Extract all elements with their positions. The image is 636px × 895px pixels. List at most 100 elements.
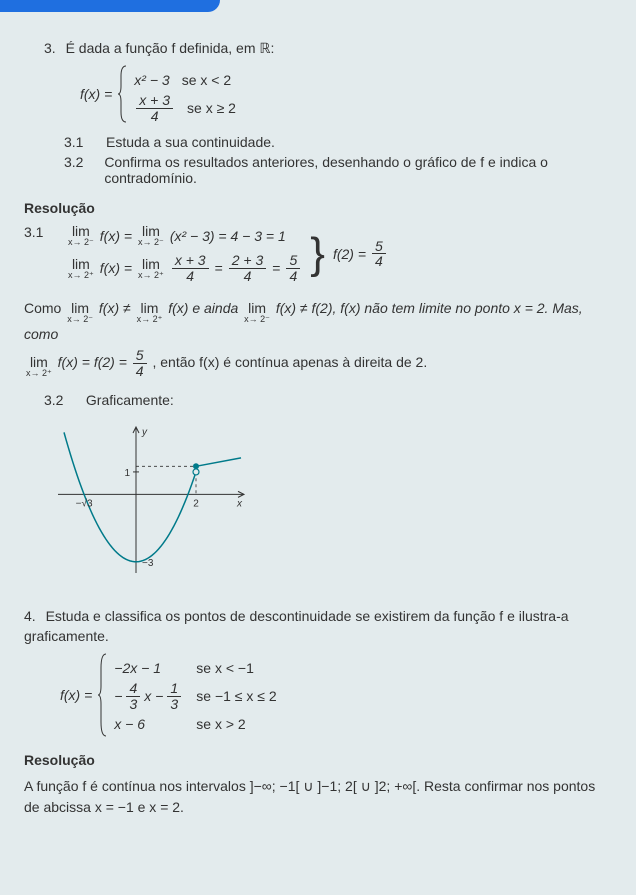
- piece-2-num: x + 3: [136, 93, 173, 109]
- c1-lim-r: lim x→ 2⁺: [137, 301, 163, 324]
- lim-2b-top: lim: [142, 257, 160, 271]
- lim-2b: lim x→ 2⁺: [138, 257, 164, 280]
- left-brace-icon: [118, 64, 128, 124]
- res-3-1-lines: lim x→ 2⁻ f(x) = lim x→ 2⁻ (x² − 3) = 4 …: [66, 224, 388, 283]
- piece-1: x² − 3 se x < 2: [134, 66, 277, 94]
- chart-svg: yx1−32−√3: [44, 417, 254, 587]
- c1-lim-r2-sub: x→ 2⁻: [244, 315, 270, 324]
- res-3-1: 3.1 lim x→ 2⁻ f(x) = lim x→ 2⁻: [24, 224, 612, 283]
- p42fan: 4: [126, 681, 140, 697]
- sub-3-1-num: 3.1: [64, 134, 92, 150]
- p42fad: 3: [126, 697, 140, 712]
- c1-fx1: f(x) ≠: [99, 300, 135, 316]
- piece-2-den: 4: [148, 109, 162, 124]
- exercise-3: 3. É dada a função f definida, em ℝ: f(x…: [24, 38, 612, 186]
- c2-fn: 5: [133, 348, 147, 364]
- sub-3-2-text: Confirma os resultados anteriores, desen…: [104, 154, 612, 186]
- fx4-lhs: f(x) =: [60, 687, 92, 703]
- exercise-3-subs: 3.1 Estuda a sua continuidade. 3.2 Confi…: [44, 134, 612, 186]
- exercise-4-number: 4.: [24, 606, 36, 626]
- c2-c: , então f(x) é contínua apenas à direita…: [152, 354, 427, 370]
- rhs-frac: 5 4: [372, 239, 386, 269]
- lim-2-f2d: 4: [241, 269, 255, 284]
- resolution-heading-2: Resolução: [24, 752, 612, 768]
- c2-frac: 5 4: [133, 348, 147, 378]
- exercise-3-def: f(x) = x² − 3 se x < 2 x + 3 4: [60, 64, 612, 124]
- page: 3. É dada a função f definida, em ℝ: f(x…: [0, 0, 636, 895]
- piecewise4-rows: −2x − 1 se x < −1 − 4 3 x −: [114, 652, 286, 738]
- lim-2-f1d: 4: [183, 269, 197, 284]
- lim-1b-top: lim: [142, 224, 160, 238]
- left-brace4-icon: [98, 652, 108, 738]
- piece-2-cond: se x ≥ 2: [187, 100, 277, 116]
- conclusion-1: Como lim x→ 2⁻ f(x) ≠ lim x→ 2⁺ f(x) e a…: [24, 298, 612, 344]
- content: 3. É dada a função f definida, em ℝ: f(x…: [24, 20, 612, 817]
- exercise-3-number: 3.: [44, 38, 56, 58]
- exercise-4-def: f(x) = −2x − 1 se x < −1 −: [40, 652, 612, 738]
- right-brace-icon: }: [310, 232, 325, 276]
- conclusion-2: lim x→ 2⁺ f(x) = f(2) = 5 4 , então f(x)…: [24, 348, 612, 378]
- lim-2-f1n: x + 3: [172, 253, 209, 269]
- piece4-1-cond: se x < −1: [196, 660, 286, 676]
- lim-1b: lim x→ 2⁻: [138, 224, 164, 247]
- lim-2-f3n: 5: [286, 253, 300, 269]
- sub-3-1-text: Estuda a sua continuidade.: [106, 134, 275, 150]
- res-3-2-label: 3.2: [44, 390, 72, 410]
- lim-1-top: lim: [72, 224, 90, 238]
- res-3-2-text: Graficamente:: [86, 392, 174, 408]
- c2-lim-sub: x→ 2⁺: [26, 369, 52, 378]
- sub-3-2: 3.2 Confirma os resultados anteriores, d…: [64, 154, 612, 186]
- res-3-1-line2: lim x→ 2⁺ f(x) = lim x→ 2⁺ x + 3 4: [66, 253, 302, 283]
- exercise-3-intro: 3. É dada a função f definida, em ℝ:: [44, 38, 612, 58]
- piece4-2-mid: x −: [144, 688, 163, 704]
- lim-2-eq2: =: [272, 260, 280, 276]
- lim-1b-sub: x→ 2⁻: [138, 238, 164, 247]
- piece4-2-fa: 4 3: [126, 681, 140, 711]
- piece-1-expr: x² − 3: [134, 72, 169, 88]
- exercise-4: 4. Estuda e classifica os pontos de desc…: [24, 606, 612, 739]
- lim-2-f2n: 2 + 3: [229, 253, 267, 269]
- c1-lim-l-top: lim: [71, 301, 89, 315]
- c1-a: Como: [24, 300, 65, 316]
- p42fbd: 3: [167, 697, 181, 712]
- lim-2-frac3: 5 4: [286, 253, 300, 283]
- c1-lim-l-sub: x→ 2⁻: [67, 315, 93, 324]
- c1-lim-r2: lim x→ 2⁻: [244, 301, 270, 324]
- c1-lim-r2-top: lim: [248, 301, 266, 315]
- lim-2-sub: x→ 2⁺: [68, 271, 94, 280]
- lim-2-frac1: x + 3 4: [172, 253, 209, 283]
- lim-2-eq1: =: [215, 260, 223, 276]
- piece-1-cond: se x < 2: [182, 72, 272, 88]
- c2-fd: 4: [133, 364, 147, 379]
- exercise-4-intro: 4. Estuda e classifica os pontos de desc…: [24, 606, 612, 647]
- header-tab: [0, 0, 220, 12]
- lim-2-f3d: 4: [286, 269, 300, 284]
- lim-1-fx: f(x) =: [100, 228, 132, 244]
- lim-1: lim x→ 2⁻: [68, 224, 94, 247]
- svg-text:−√3: −√3: [76, 497, 93, 509]
- resolution-heading-1: Resolução: [24, 200, 612, 216]
- fx-lhs: f(x) =: [80, 86, 112, 102]
- piece4-3-expr: x − 6: [114, 716, 184, 732]
- res-3-1-linegroup: lim x→ 2⁻ f(x) = lim x→ 2⁻ (x² − 3) = 4 …: [66, 224, 302, 283]
- res-3-1-label: 3.1: [24, 224, 52, 240]
- res-4-text: A função f é contínua nos intervalos ]−∞…: [24, 776, 612, 817]
- piece-2: x + 3 4 se x ≥ 2: [134, 94, 277, 122]
- sub-3-1: 3.1 Estuda a sua continuidade.: [64, 134, 612, 150]
- c2-lim: lim x→ 2⁺: [26, 355, 52, 378]
- svg-text:y: y: [141, 427, 148, 438]
- rhs-f-n: 5: [372, 239, 386, 255]
- lim-2-fx: f(x) =: [100, 260, 132, 276]
- piece4-1-expr: −2x − 1: [114, 660, 184, 676]
- lim-1-sub: x→ 2⁻: [68, 238, 94, 247]
- exercise-4-intro-text: Estuda e classifica os pontos de descont…: [24, 608, 569, 644]
- c1-lim-r-top: lim: [141, 301, 159, 315]
- piece4-2: − 4 3 x − 1 3 s: [114, 682, 286, 710]
- lim-2: lim x→ 2⁺: [68, 257, 94, 280]
- piece4-3: x − 6 se x > 2: [114, 710, 286, 738]
- res-3-1-line1: lim x→ 2⁻ f(x) = lim x→ 2⁻ (x² − 3) = 4 …: [66, 224, 302, 247]
- piece4-2-cond: se −1 ≤ x ≤ 2: [196, 688, 286, 704]
- rhs-f-d: 4: [372, 254, 386, 269]
- piecewise-brace: x² − 3 se x < 2 x + 3 4 se x ≥ 2: [118, 64, 277, 124]
- chart-3-2: yx1−32−√3: [24, 417, 612, 590]
